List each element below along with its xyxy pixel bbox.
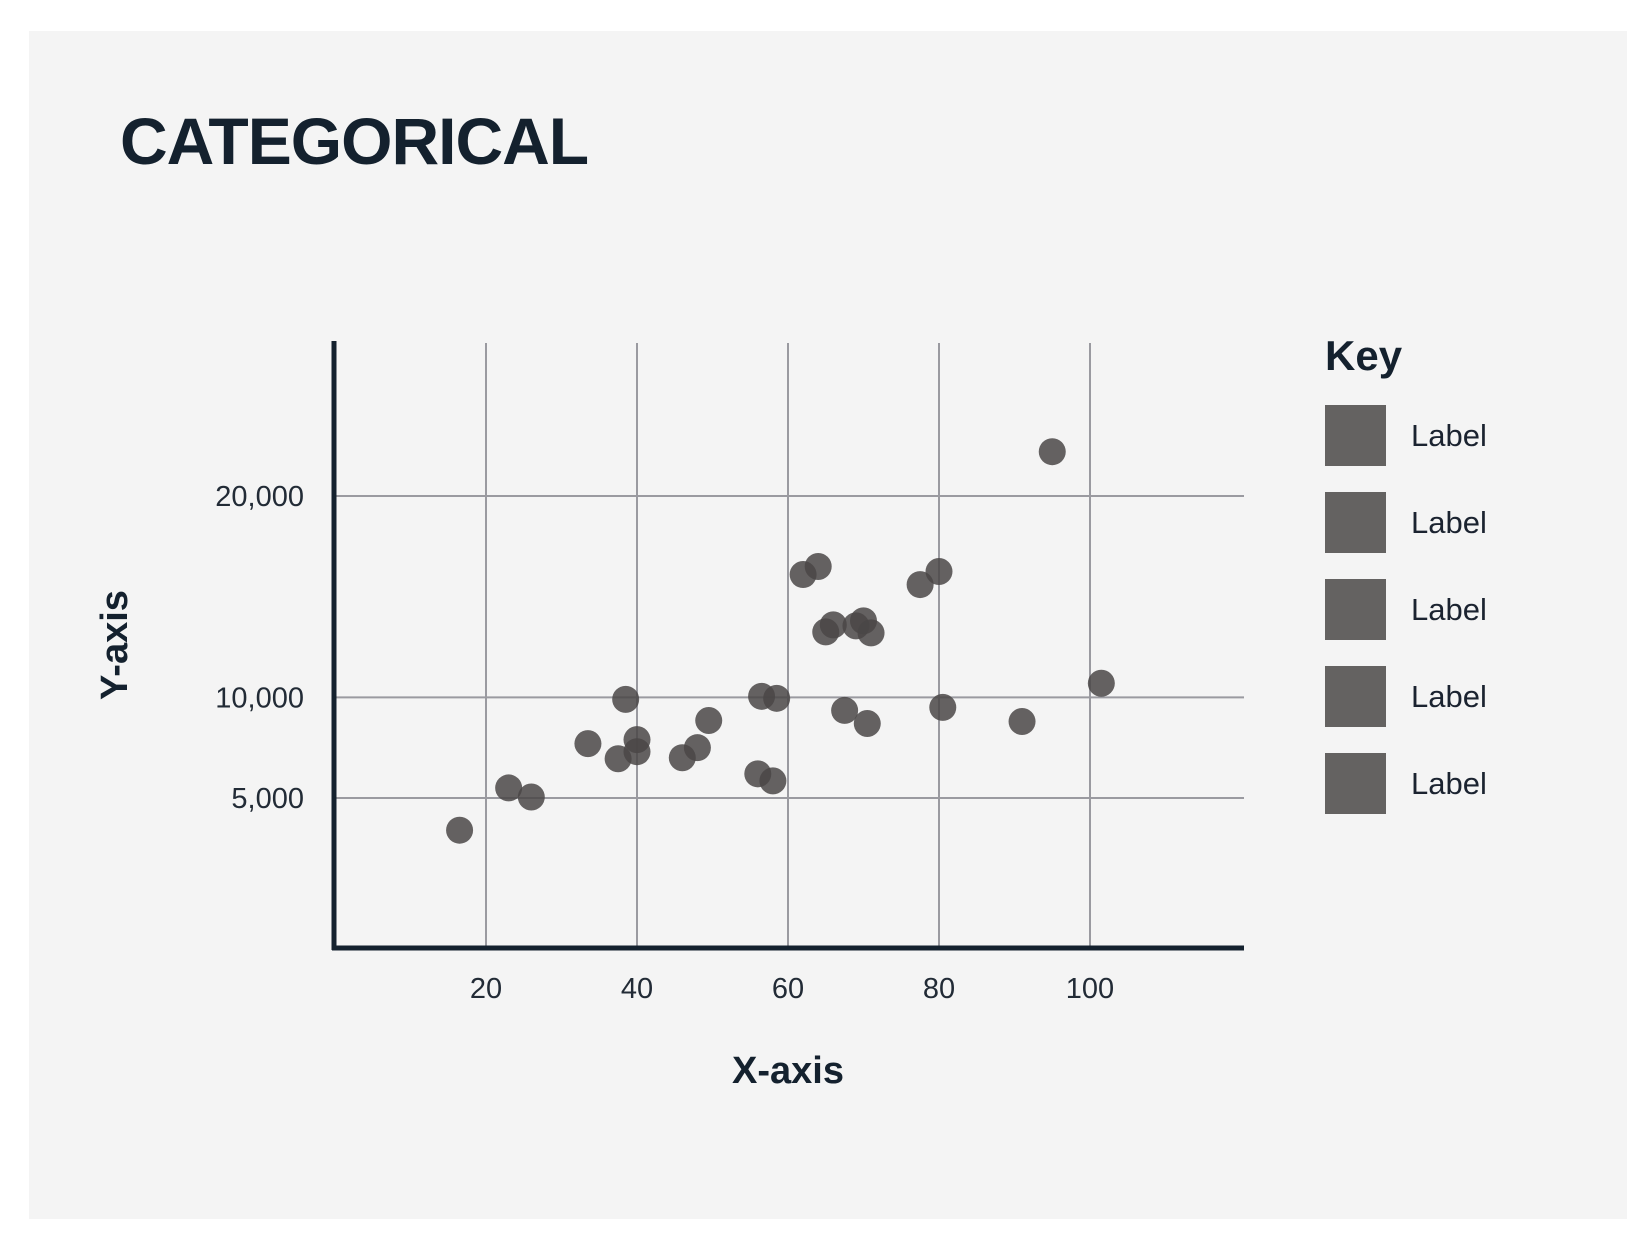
x-axis-title: X-axis xyxy=(732,1050,844,1092)
data-point xyxy=(1008,707,1036,735)
legend-item: Label xyxy=(1325,405,1487,466)
data-point xyxy=(759,767,787,795)
data-point xyxy=(623,738,651,766)
y-tick-label: 10,000 xyxy=(215,682,304,714)
x-tick-label: 100 xyxy=(1066,973,1114,1005)
legend-label: Label xyxy=(1411,417,1487,453)
legend-swatch xyxy=(1325,753,1386,814)
chart-title: CATEGORICAL xyxy=(120,104,589,178)
tick-labels: 20 40 60 80 100 5,000 10,000 20,000 xyxy=(215,481,1114,1005)
legend-item: Label xyxy=(1325,666,1487,727)
legend-item: Label xyxy=(1325,492,1487,553)
axes xyxy=(331,341,1244,951)
legend-label: Label xyxy=(1411,765,1487,801)
legend-item: Label xyxy=(1325,753,1487,814)
legend-swatch xyxy=(1325,405,1386,466)
data-point xyxy=(574,730,602,758)
legend-item: Label xyxy=(1325,579,1487,640)
legend-swatch xyxy=(1325,666,1386,727)
data-point xyxy=(495,774,523,802)
legend-swatch xyxy=(1325,492,1386,553)
legend-label: Label xyxy=(1411,504,1487,540)
data-point xyxy=(853,710,881,738)
legend-title: Key xyxy=(1325,332,1403,379)
legend-label: Label xyxy=(1411,591,1487,627)
legend-label: Label xyxy=(1411,678,1487,714)
legend-swatch xyxy=(1325,579,1386,640)
data-point xyxy=(446,816,474,844)
x-tick-label: 20 xyxy=(470,973,502,1005)
y-tick-label: 5,000 xyxy=(231,783,304,815)
data-point xyxy=(857,619,885,647)
y-axis-title: Y-axis xyxy=(94,590,136,700)
x-tick-label: 60 xyxy=(772,973,804,1005)
legend: Key Label Label Label Label Label xyxy=(1325,335,1487,840)
data-point xyxy=(695,706,723,734)
data-point xyxy=(804,552,832,580)
x-tick-label: 40 xyxy=(621,973,653,1005)
data-point xyxy=(929,693,957,721)
legend-items: Label Label Label Label Label xyxy=(1325,405,1487,814)
data-point xyxy=(831,696,859,724)
y-tick-label: 20,000 xyxy=(215,481,304,513)
data-point xyxy=(683,734,711,762)
data-point xyxy=(819,611,847,639)
data-point xyxy=(925,558,953,585)
data-point xyxy=(763,684,791,712)
data-points xyxy=(446,438,1115,844)
grid-lines xyxy=(334,343,1244,948)
x-tick-label: 80 xyxy=(923,973,955,1005)
data-point xyxy=(1038,438,1066,466)
data-point xyxy=(906,571,934,599)
data-point xyxy=(612,685,640,713)
data-point xyxy=(517,783,545,811)
data-point xyxy=(1087,669,1115,697)
